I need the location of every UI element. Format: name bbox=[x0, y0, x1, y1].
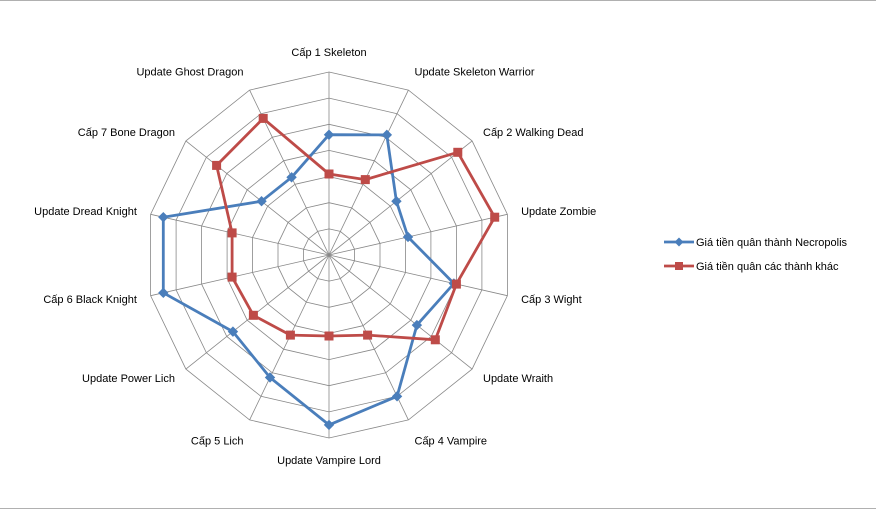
data-point bbox=[258, 113, 268, 123]
series-2 bbox=[212, 113, 500, 345]
data-point bbox=[453, 147, 463, 157]
series-line bbox=[215, 117, 497, 342]
category-label: Cấp 6 Black Knight bbox=[43, 294, 137, 306]
radial-axis bbox=[150, 213, 330, 256]
data-point bbox=[227, 326, 239, 337]
radial-axis bbox=[328, 89, 409, 256]
radial-axis bbox=[328, 213, 508, 256]
data-point bbox=[227, 228, 237, 238]
data-point bbox=[324, 331, 334, 341]
data-point bbox=[248, 310, 258, 320]
category-label: Cấp 3 Wight bbox=[521, 294, 582, 306]
legend-label: Giá tiền quân các thành khác bbox=[696, 261, 839, 273]
data-point bbox=[391, 196, 402, 207]
data-point bbox=[391, 391, 403, 402]
legend-marker bbox=[674, 237, 684, 247]
category-label: Update Ghost Dragon bbox=[136, 67, 243, 79]
legend-item-1: Giá tiền quân thành Necropolis bbox=[664, 237, 848, 249]
data-point bbox=[256, 196, 267, 207]
category-label: Update Power Lich bbox=[82, 373, 175, 385]
data-point bbox=[227, 272, 237, 282]
category-label: Update Skeleton Warrior bbox=[415, 67, 535, 79]
data-point bbox=[264, 372, 276, 383]
data-point bbox=[323, 129, 335, 140]
data-point bbox=[402, 231, 414, 243]
radial-axis bbox=[328, 254, 508, 297]
data-point bbox=[286, 172, 297, 183]
radial-axis bbox=[185, 140, 330, 256]
radial-axis bbox=[328, 140, 473, 256]
legend-marker bbox=[675, 262, 683, 270]
data-point bbox=[430, 335, 440, 345]
data-point bbox=[158, 211, 169, 223]
category-label: Cấp 7 Bone Dragon bbox=[78, 127, 175, 139]
category-label: Cấp 5 Lich bbox=[191, 436, 244, 448]
series-layer bbox=[158, 113, 500, 431]
data-point bbox=[360, 175, 370, 185]
radial-axis bbox=[328, 254, 473, 370]
data-point bbox=[212, 160, 222, 170]
data-point bbox=[451, 279, 461, 289]
data-point bbox=[158, 287, 169, 299]
category-label: Update Zombie bbox=[521, 206, 596, 218]
data-point bbox=[411, 319, 423, 331]
legend: Giá tiền quân thành Necropolis Giá tiền q… bbox=[664, 237, 848, 273]
radial-axis bbox=[150, 254, 330, 297]
category-label: Cấp 1 Skeleton bbox=[291, 47, 366, 59]
legend-label: Giá tiền quân thành Necropolis bbox=[696, 237, 848, 249]
series-1 bbox=[158, 129, 460, 431]
category-label: Cấp 4 Vampire bbox=[415, 436, 488, 448]
data-point bbox=[323, 419, 335, 431]
data-point bbox=[490, 212, 500, 222]
category-label: Update Wraith bbox=[483, 373, 553, 385]
category-label: Update Vampire Lord bbox=[277, 455, 381, 467]
data-point bbox=[363, 330, 373, 340]
data-point bbox=[285, 330, 295, 340]
data-point bbox=[381, 129, 393, 141]
radar-grid bbox=[150, 71, 508, 439]
data-point bbox=[324, 169, 334, 179]
category-labels: Cấp 1 Skeleton Update Skeleton Warrior Cấp… bbox=[34, 47, 596, 467]
category-label: Update Dread Knight bbox=[34, 206, 137, 218]
category-label: Cấp 2 Walking Dead bbox=[483, 127, 583, 139]
legend-item-2: Giá tiền quân các thành khác bbox=[664, 261, 839, 273]
